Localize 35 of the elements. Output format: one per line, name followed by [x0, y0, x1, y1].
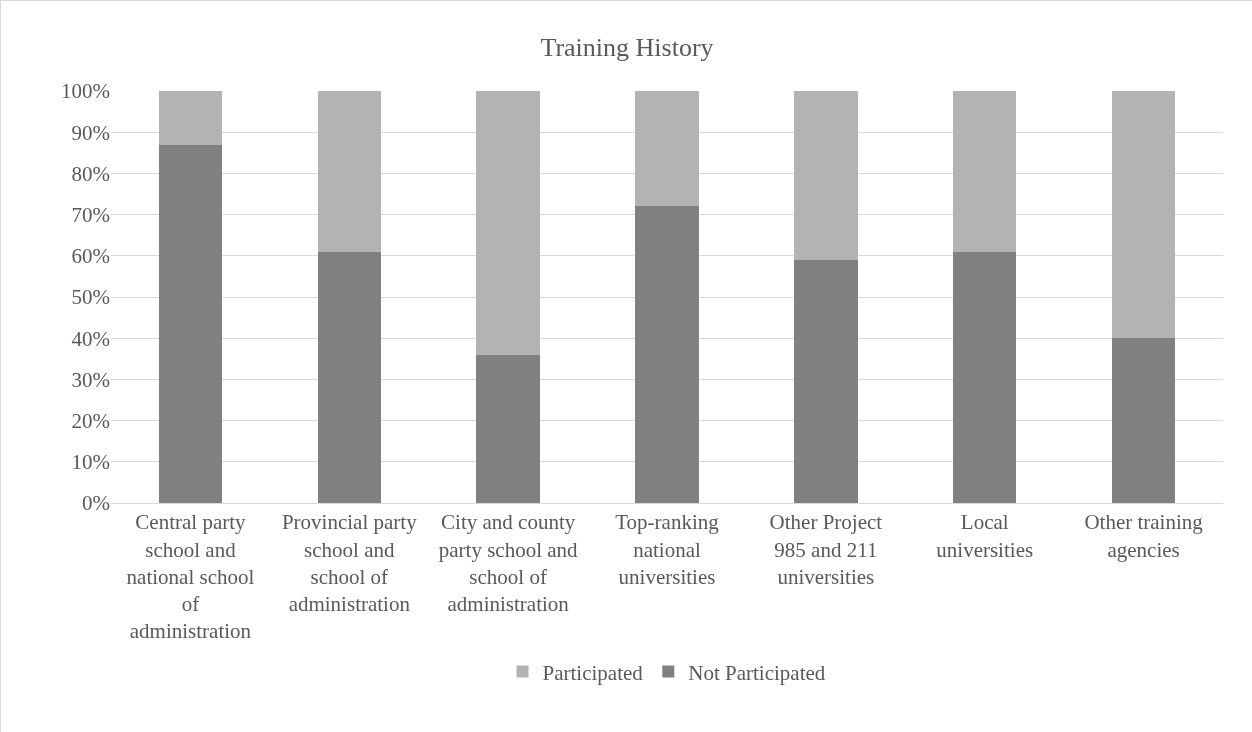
bar: [476, 91, 540, 355]
y-tick-label: 60%: [71, 244, 110, 269]
legend-label: Participated: [542, 660, 644, 685]
bar: [794, 259, 858, 503]
bar: [476, 354, 540, 503]
bar: [158, 91, 223, 145]
y-tick-label: 20%: [71, 408, 110, 433]
x-tick-label: Provincial party school and school of administration: [281, 510, 418, 617]
x-tick-label: Central party school and national school of administration: [126, 510, 255, 644]
bar: [952, 251, 1017, 503]
legend-label: Not Participated: [688, 660, 826, 685]
bar: [1111, 91, 1176, 339]
bar: [794, 91, 858, 260]
bar: [635, 206, 699, 503]
y-tick-label: 50%: [71, 285, 110, 310]
bar: [1111, 338, 1176, 503]
x-tick-label: Other Project 985 and 211 universities: [769, 510, 883, 589]
y-tick-label: 100%: [61, 79, 110, 104]
x-tick-label: Top-ranking national universities: [615, 510, 720, 589]
bar: [317, 251, 382, 503]
bar: [952, 91, 1017, 252]
x-tick-label: Local universities: [936, 510, 1034, 562]
y-tick-label: 0%: [82, 491, 110, 516]
chart-title: Training History: [540, 32, 714, 62]
x-tick-label: City and county party school and school of administration: [438, 510, 579, 617]
x-tick-label: Other training agencies: [1084, 510, 1204, 562]
y-tick-label: 90%: [71, 120, 110, 145]
y-tick-label: 10%: [71, 450, 110, 475]
y-tick-label: 30%: [71, 367, 110, 392]
y-tick-label: 80%: [71, 161, 110, 186]
bar: [158, 144, 223, 503]
y-tick-label: 40%: [71, 326, 110, 351]
bar: [317, 91, 382, 252]
bar: [635, 91, 699, 207]
y-tick-label: 70%: [71, 202, 110, 227]
